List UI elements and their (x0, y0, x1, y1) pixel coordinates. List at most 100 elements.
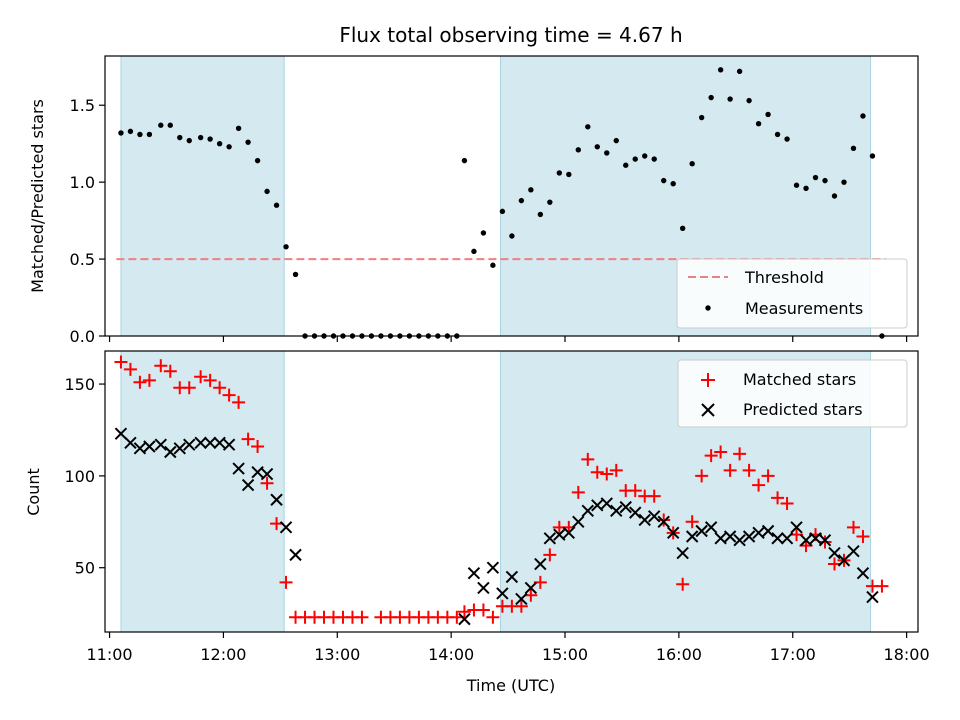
measurement-point-59 (679, 225, 686, 232)
predicted-point-18 (289, 548, 302, 562)
predicted-point-43 (685, 530, 699, 543)
predicted-point-51 (761, 524, 775, 538)
legend-predicted-swatch (701, 403, 715, 417)
matched-point-49 (590, 465, 604, 479)
matched-point-41 (514, 599, 528, 613)
matched-point-66 (752, 478, 766, 492)
matched-point-65 (742, 463, 756, 477)
matched-point-37 (476, 603, 490, 617)
bottom-xtick-label-3: 14:00 (428, 645, 474, 664)
matched-point-64 (733, 447, 747, 461)
predicted-point-3 (143, 440, 156, 453)
bottom-predicted-points (114, 427, 879, 626)
measurement-point-10 (216, 140, 223, 147)
measurement-point-76 (841, 179, 847, 185)
measurement-point-5 (167, 122, 173, 128)
predicted-point-54 (790, 521, 803, 534)
measurement-point-4 (158, 122, 164, 128)
predicted-point-29 (553, 528, 566, 541)
top-panel: 0.0 0.5 1.0 1.5 Matched/Predicted stars Thr… (28, 55, 919, 346)
matched-point-77 (856, 529, 870, 543)
matched-point-9 (203, 373, 217, 387)
measurement-point-0 (118, 130, 124, 136)
predicted-point-47 (723, 530, 737, 543)
measurement-point-57 (661, 177, 667, 184)
predicted-point-20 (467, 567, 481, 580)
matched-point-5 (163, 364, 177, 378)
measurement-point-61 (698, 114, 705, 121)
bottom-y-axis-label: Count (24, 468, 43, 516)
predicted-point-58 (828, 546, 841, 560)
predicted-point-55 (799, 533, 813, 547)
bottom-legend: Matched stars Predicted stars (677, 359, 908, 428)
bottom-ytick-label-0: 50 (75, 559, 95, 578)
measurement-point-66 (746, 97, 752, 104)
measurement-point-13 (245, 139, 251, 145)
predicted-point-14 (251, 466, 264, 479)
matched-point-10 (213, 381, 227, 395)
matched-point-35 (457, 605, 471, 619)
matched-point-69 (780, 496, 794, 510)
predicted-point-28 (543, 532, 557, 545)
matched-point-8 (194, 370, 208, 384)
predicted-point-1 (124, 436, 137, 450)
matched-point-60 (695, 469, 709, 483)
bottom-x-axis-label: Time (UTC) (466, 676, 555, 695)
predicted-point-11 (222, 438, 236, 451)
measurement-point-62 (708, 94, 714, 101)
measurement-point-58 (670, 180, 676, 187)
measurement-point-70 (784, 136, 790, 142)
measurement-point-40 (499, 208, 506, 215)
predicted-point-57 (818, 533, 832, 547)
matched-point-2 (133, 375, 147, 389)
bottom-xtick-label-1: 12:00 (200, 645, 246, 664)
top-axes-frame (104, 55, 919, 337)
predicted-point-12 (232, 462, 245, 475)
measurement-point-42 (518, 197, 525, 204)
measurement-point-12 (235, 125, 242, 132)
matched-point-50 (600, 467, 614, 481)
measurement-point-48 (575, 147, 582, 153)
legend-measurements-swatch (705, 305, 711, 311)
legend-threshold-label: Threshold (744, 268, 824, 287)
legend-matched-swatch (701, 373, 715, 387)
measurement-point-69 (774, 131, 781, 138)
matched-point-16 (270, 517, 284, 531)
predicted-point-52 (771, 532, 784, 545)
predicted-point-9 (203, 436, 217, 450)
measurement-point-79 (869, 153, 876, 159)
matched-point-12 (232, 395, 246, 409)
measurement-point-63 (717, 67, 724, 73)
legend-matched-label: Matched stars (743, 370, 856, 389)
predicted-point-35 (610, 504, 623, 517)
predicted-point-17 (279, 521, 293, 534)
measurement-point-49 (585, 124, 591, 130)
top-measurement-points (118, 67, 885, 339)
measurement-point-52 (613, 137, 619, 144)
bottom-xtick-label-5: 16:00 (656, 645, 702, 664)
predicted-point-38 (638, 513, 651, 527)
matched-point-0 (114, 355, 128, 369)
bottom-xtick-label-6: 17:00 (770, 645, 816, 664)
legend-measurements-label: Measurements (745, 299, 863, 318)
predicted-point-6 (173, 442, 186, 455)
matched-point-44 (543, 548, 557, 562)
measurement-point-43 (528, 187, 534, 193)
measurement-point-72 (803, 185, 809, 192)
predicted-point-39 (648, 510, 661, 523)
top-ytick-label-3: 1.5 (70, 96, 95, 115)
measurement-point-50 (594, 144, 600, 150)
predicted-point-15 (260, 467, 274, 481)
bottom-xtick-label-4: 15:00 (542, 645, 588, 664)
predicted-point-27 (534, 557, 547, 571)
measurement-point-37 (471, 248, 477, 255)
predicted-point-50 (752, 526, 765, 540)
predicted-point-4 (154, 438, 168, 451)
matched-point-58 (676, 577, 690, 591)
matched-point-7 (182, 381, 196, 395)
predicted-point-10 (213, 436, 226, 450)
measurement-point-3 (146, 131, 153, 138)
matched-point-73 (818, 535, 832, 549)
measurement-point-2 (137, 131, 143, 138)
matched-point-56 (657, 513, 671, 527)
